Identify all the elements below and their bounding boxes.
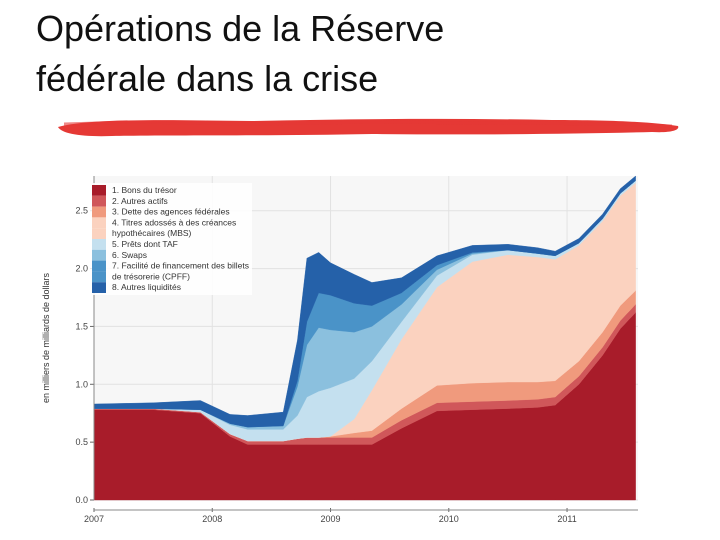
red-brush-stroke: [58, 118, 679, 137]
legend-entry: 8. Autres liquidités: [112, 282, 181, 292]
legend-swatch: [92, 271, 106, 283]
legend-swatch: [92, 206, 106, 218]
x-tick-label: 2009: [321, 514, 341, 524]
x-tick-label: 2011: [557, 514, 576, 524]
legend-swatch: [92, 260, 106, 272]
y-tick-label: 0.0: [75, 495, 88, 505]
y-tick-label: 2.5: [75, 206, 88, 216]
y-axis-label: en milliers de milliards de dollars: [41, 272, 51, 403]
legend-swatch: [92, 217, 106, 229]
legend-entry: 1. Bons du trésor: [112, 185, 177, 195]
legend-swatch: [92, 249, 106, 261]
legend-swatch: [92, 185, 106, 196]
chart-container: 0.0 0.5 1.0 1.5 2.0 2.5 2007 2008 2009 2010 2011 1…: [40, 168, 680, 540]
legend-swatch: [92, 228, 106, 239]
y-tick-label: 2.0: [75, 264, 88, 274]
legend-entry: hypothécaires (MBS): [112, 228, 192, 238]
x-tick-label: 2007: [84, 514, 104, 524]
legend-entry: 2. Autres actifs: [112, 196, 168, 206]
slide-title-line-1: Opérations de la Réserve: [36, 8, 445, 49]
legend-entry: 4. Titres adossés à des créances: [112, 217, 236, 227]
legend-entry: de trésorerie (CPFF): [112, 271, 190, 281]
legend-swatch: [92, 282, 106, 293]
x-tick-label: 2010: [439, 514, 459, 524]
slide-title-line-2: fédérale dans la crise: [36, 58, 379, 99]
legend-entry: 3. Dette des agences fédérales: [112, 207, 230, 217]
x-tick-label: 2008: [202, 514, 222, 524]
fed-balance-chart: 0.0 0.5 1.0 1.5 2.0 2.5 2007 2008 2009 2010 2011 1…: [40, 168, 680, 540]
legend-entry: 7. Facilité de financement des billets: [112, 261, 249, 271]
legend-box: [90, 183, 252, 295]
legend-swatch: [92, 239, 106, 250]
legend-entry: 5. Prêts dont TAF: [112, 239, 178, 249]
legend-swatch: [92, 195, 106, 207]
y-tick-label: 1.0: [75, 379, 88, 389]
y-tick-label: 0.5: [75, 437, 88, 447]
slide-title: Opérations de la Réserve fédérale dans l…: [36, 4, 676, 104]
legend-entry: 6. Swaps: [112, 250, 147, 260]
area-series-8: [93, 175, 636, 428]
y-tick-label: 1.5: [75, 321, 88, 331]
